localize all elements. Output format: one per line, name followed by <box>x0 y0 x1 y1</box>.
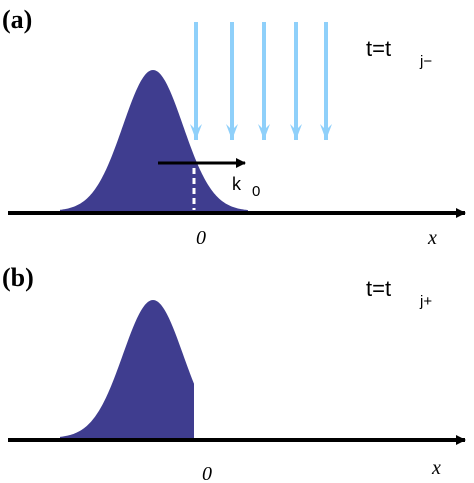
time-label: t=t <box>366 36 391 61</box>
axis-label: x <box>431 457 441 479</box>
wave-packet <box>60 70 248 211</box>
time-label: t=t <box>366 276 391 301</box>
wave-packet <box>60 300 194 438</box>
k-subscript: 0 <box>252 183 260 200</box>
k-label: k <box>232 174 242 194</box>
time-subscript: j− <box>419 53 432 70</box>
time-subscript: j+ <box>419 293 432 310</box>
panel-label: (a) <box>2 5 32 34</box>
origin-label: 0 <box>196 227 206 249</box>
panel-label: (b) <box>2 263 34 292</box>
origin-label: 0 <box>202 463 212 483</box>
incident-arrows <box>190 22 332 140</box>
axis-label: x <box>427 227 437 249</box>
panel-b: (b) t=t j+ 0 x <box>2 263 466 483</box>
panel-a: (a) t=t j− k 0 0 x <box>2 5 466 249</box>
